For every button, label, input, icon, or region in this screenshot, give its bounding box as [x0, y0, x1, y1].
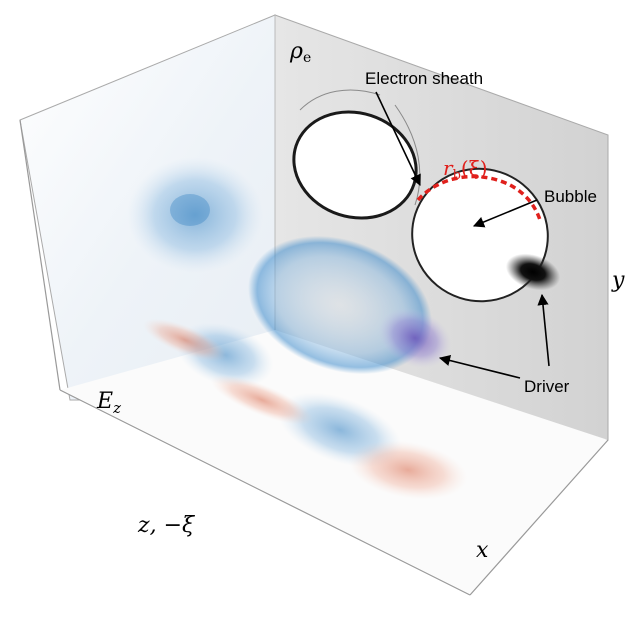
arrow-driver-beam	[438, 355, 521, 379]
y-axis-label: y	[611, 268, 625, 293]
arrow-electron-sheath	[375, 91, 421, 187]
sheath-streaks	[299, 89, 421, 206]
arrow-driver-density	[537, 293, 550, 367]
orange-lobe-upper	[142, 318, 228, 362]
driver-label: Driver	[524, 377, 570, 396]
rb-label: rb(ξ)	[443, 156, 488, 183]
orange-lobe-middle	[210, 375, 314, 425]
electron-sheath-label: Electron sheath	[365, 69, 483, 88]
orange-lobe-lower	[348, 440, 468, 500]
rho-e-label: ρe	[289, 39, 311, 66]
x-axis-label: x	[476, 538, 489, 563]
density-right-projection	[292, 89, 561, 303]
ez-label: Ez	[96, 389, 121, 417]
ez-left-projection	[127, 157, 263, 273]
arrow-bubble	[472, 199, 538, 228]
ez-volume	[142, 235, 468, 500]
floor	[60, 330, 608, 595]
left-blue-core	[170, 194, 210, 226]
driver-beam	[378, 307, 452, 369]
bubble-label: Bubble	[544, 187, 597, 206]
box-edge-floor-front	[59, 389, 471, 596]
driver-density-spot	[505, 253, 561, 291]
box-edge-floor-right	[469, 439, 609, 596]
left-blue-bubble	[127, 157, 263, 273]
annotation-arrows	[375, 91, 550, 379]
box-edge-left-vertical	[19, 119, 61, 391]
z-xi-axis-label: z, −ξ	[137, 513, 196, 538]
rb-curve	[416, 174, 542, 221]
